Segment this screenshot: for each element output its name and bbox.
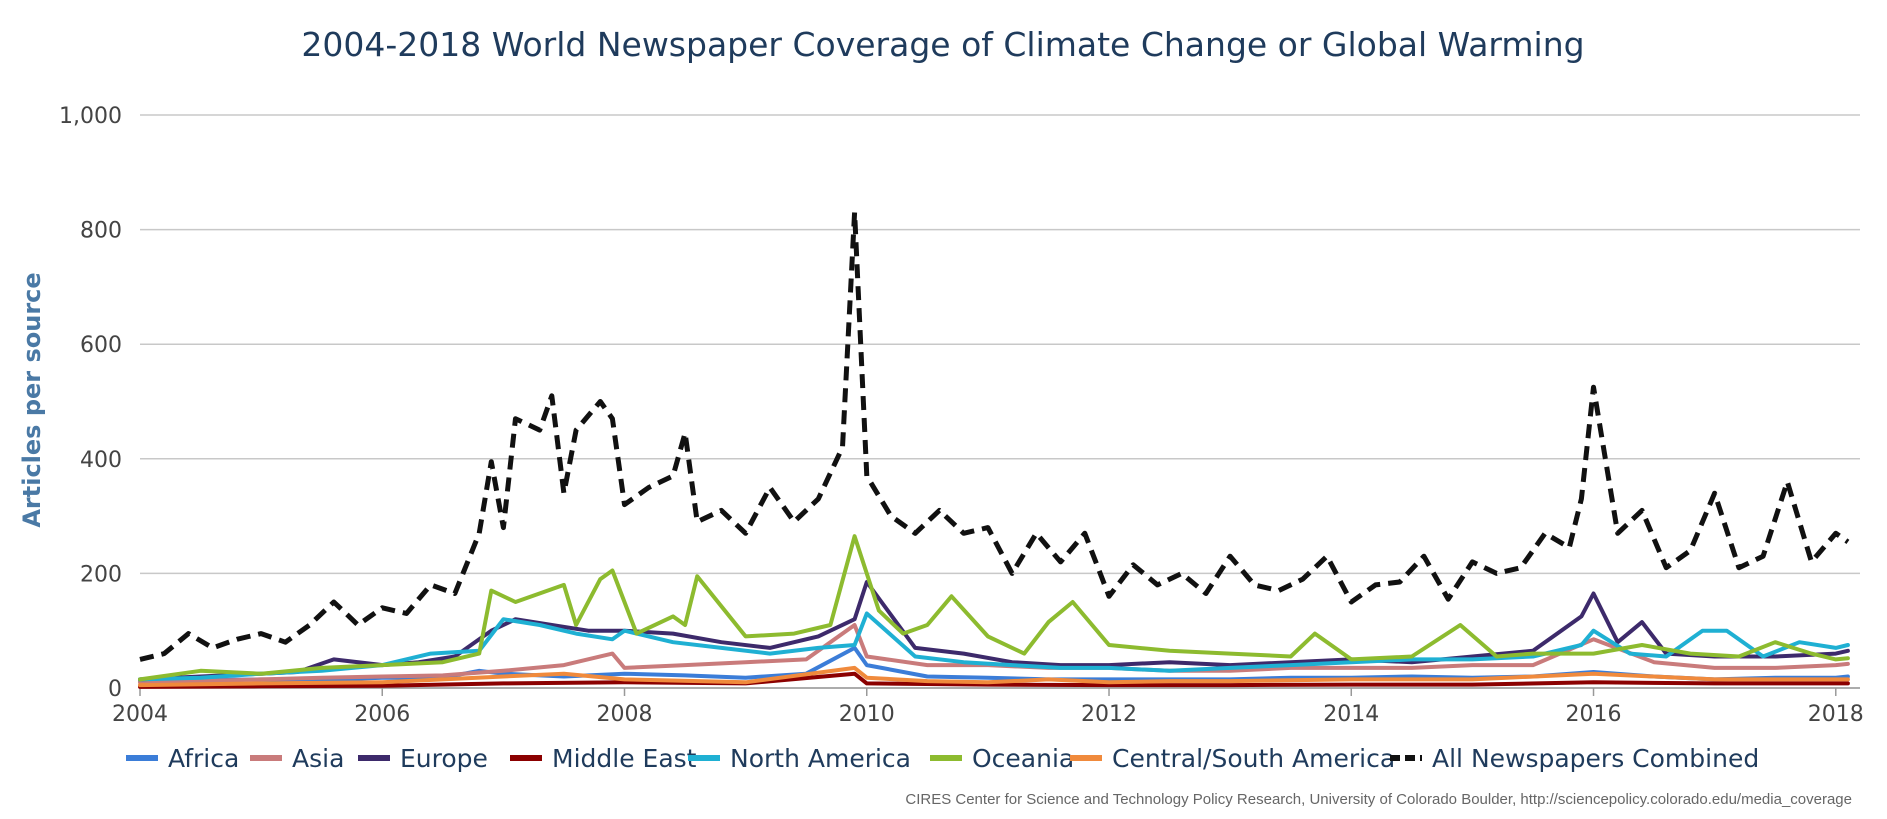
legend-item-europe[interactable]: Europe — [358, 744, 488, 773]
legend-label: Middle East — [552, 744, 697, 773]
series-line-oceania — [138, 534, 1850, 682]
x-axis-ticks: 2004 2006 2008 2010 2012 2014 2016 2018 — [112, 688, 1864, 727]
series-line-middle-east — [138, 671, 1850, 689]
series-line-north-america — [138, 611, 1850, 682]
x-tick-label: 2004 — [112, 702, 168, 727]
x-tick-label: 2006 — [354, 702, 410, 727]
legend-item-middle-east[interactable]: Middle East — [510, 744, 697, 773]
y-axis-ticks: 0 200 400 600 800 1,000 — [59, 104, 122, 702]
y-tick-label: 400 — [80, 448, 122, 473]
y-tick-label: 0 — [108, 677, 122, 702]
x-tick-label: 2016 — [1566, 702, 1622, 727]
series-line-europe — [138, 580, 1850, 682]
x-tick-label: 2008 — [597, 702, 653, 727]
legend-label: Central/South America — [1112, 744, 1395, 773]
series-line-all-newspapers-combined — [139, 209, 1850, 662]
legend-label: Africa — [168, 744, 239, 773]
legend-label: Europe — [400, 744, 488, 773]
legend-label: Oceania — [972, 744, 1074, 773]
source-credit: CIRES Center for Science and Technology … — [905, 791, 1852, 808]
legend-label: Asia — [292, 744, 344, 773]
series-line-central-south-america — [138, 665, 1850, 688]
chart-title: 2004-2018 World Newspaper Coverage of Cl… — [301, 25, 1584, 64]
y-axis-label: Articles per source — [18, 272, 46, 527]
series-lines — [138, 209, 1850, 689]
x-tick-label: 2010 — [839, 702, 895, 727]
y-tick-label: 1,000 — [59, 104, 122, 129]
x-tick-label: 2012 — [1081, 702, 1137, 727]
legend-item-oceania[interactable]: Oceania — [930, 744, 1074, 773]
legend-item-all-newspapers-combined[interactable]: All Newspapers Combined — [1390, 744, 1759, 773]
legend: Africa Asia Europe Middle East North America… — [126, 744, 1759, 773]
gridlines — [140, 114, 1860, 689]
y-tick-label: 600 — [80, 333, 122, 358]
legend-item-central-south-america[interactable]: Central/South America — [1070, 744, 1395, 773]
legend-item-asia[interactable]: Asia — [250, 744, 344, 773]
legend-label: North America — [730, 744, 911, 773]
legend-label: All Newspapers Combined — [1432, 744, 1759, 773]
legend-item-north-america[interactable]: North America — [688, 744, 911, 773]
x-tick-label: 2018 — [1808, 702, 1864, 727]
y-tick-label: 200 — [80, 562, 122, 587]
legend-item-africa[interactable]: Africa — [126, 744, 239, 773]
x-tick-label: 2014 — [1323, 702, 1379, 727]
y-tick-label: 800 — [80, 219, 122, 244]
